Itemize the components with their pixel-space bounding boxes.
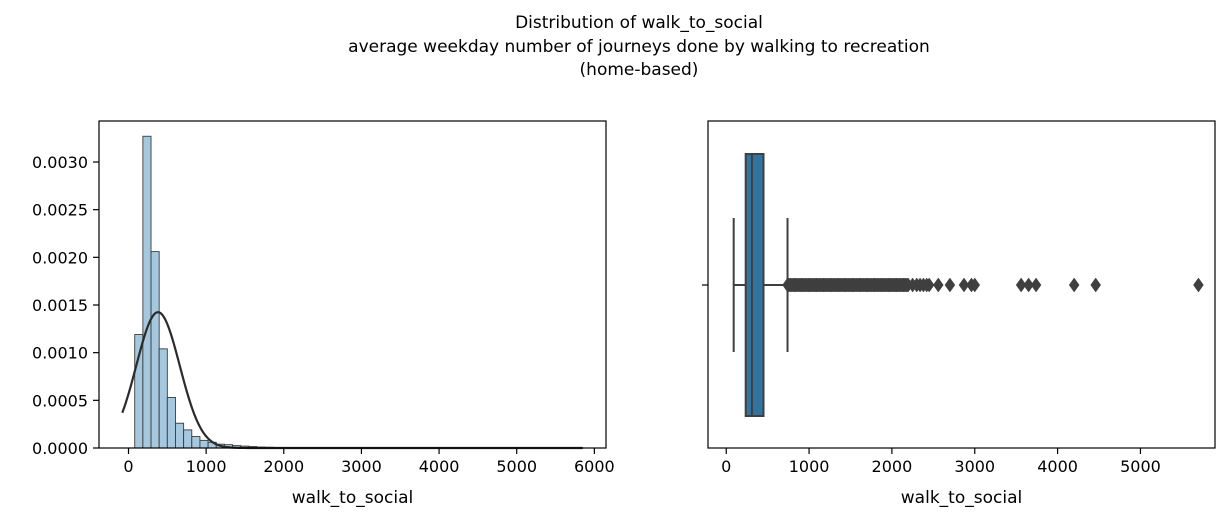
histogram-bar [199,439,209,449]
outlier-point [969,277,981,293]
boxplot-x-tick-label: 3000 [954,457,995,476]
histogram-x-axis-label: walk_to_social [292,488,413,508]
outlier-point [1068,277,1080,293]
kde-curve [121,311,583,450]
outlier-point [1023,277,1034,293]
boxplot-panel: 0 1000 2000 3000 4000 5000 walk_to_social [702,120,1216,508]
boxplot-x-tick-label: 2000 [872,457,913,476]
outlier-point [1015,277,1027,293]
histogram-y-tick-label: 0.0015 [32,296,88,315]
histogram-bar [158,348,168,449]
histogram-y-tick-label: 0.0000 [32,439,88,458]
figure-title-line-1: Distribution of walk_to_social [515,13,763,33]
histogram-bar [142,135,152,449]
outlier-point [923,277,935,293]
histogram-x-tick-label: 4000 [419,457,460,476]
histogram-bar [166,397,176,449]
outlier-point [1030,277,1042,293]
histogram-y-tick-label: 0.0010 [32,344,88,363]
boxplot-x-tick-label: 4000 [1037,457,1078,476]
histogram-x-tick-label: 3000 [341,457,382,476]
histogram-y-axis: 0.0000 0.0005 0.0010 0.0015 0.0020 0.0025 0.00… [32,153,99,458]
histogram-bar [134,334,144,449]
histogram-y-tick-label: 0.0005 [32,391,88,410]
box-iqr [744,153,765,417]
figure-title: Distribution of walk_to_social average w… [348,13,930,80]
boxplot-elements [732,153,1204,417]
outlier-point [1090,277,1102,293]
histogram-x-tick-label: 1000 [186,457,227,476]
outlier-point [958,277,970,293]
boxplot-frame [707,120,1216,449]
figure-title-line-3: (home-based) [580,60,699,80]
boxplot-x-tick-label: 5000 [1120,457,1161,476]
histogram-y-tick-label: 0.0025 [32,201,88,220]
histogram-x-tick-label: 0 [123,457,133,476]
boxplot-x-axis-label: walk_to_social [901,488,1022,508]
histogram-y-tick-label: 0.0030 [32,153,88,172]
histogram-y-tick-label: 0.0020 [32,248,88,267]
histogram-x-tick-label: 6000 [574,457,615,476]
histogram-bar [183,429,193,449]
histogram-x-tick-label: 2000 [263,457,304,476]
outlier-point [1193,277,1204,293]
histogram-panel: 0 1000 2000 3000 4000 5000 6000 0.00000.00050.… [32,120,615,508]
outlier-point [944,277,956,293]
outlier-point [932,277,944,293]
histogram-bar [191,436,201,449]
histogram-x-axis: 0 1000 2000 3000 4000 5000 6000 [123,448,615,476]
histogram-bar [175,422,185,449]
histogram-bars [134,135,299,449]
boxplot-x-axis: 0 1000 2000 3000 4000 5000 [721,448,1161,476]
histogram-bar [150,251,160,449]
histogram-frame [98,120,607,449]
boxplot-x-tick-label: 0 [721,457,731,476]
histogram-x-tick-label: 5000 [496,457,537,476]
figure-title-line-2: average weekday number of journeys done … [348,37,930,57]
boxplot-x-tick-label: 1000 [789,457,830,476]
